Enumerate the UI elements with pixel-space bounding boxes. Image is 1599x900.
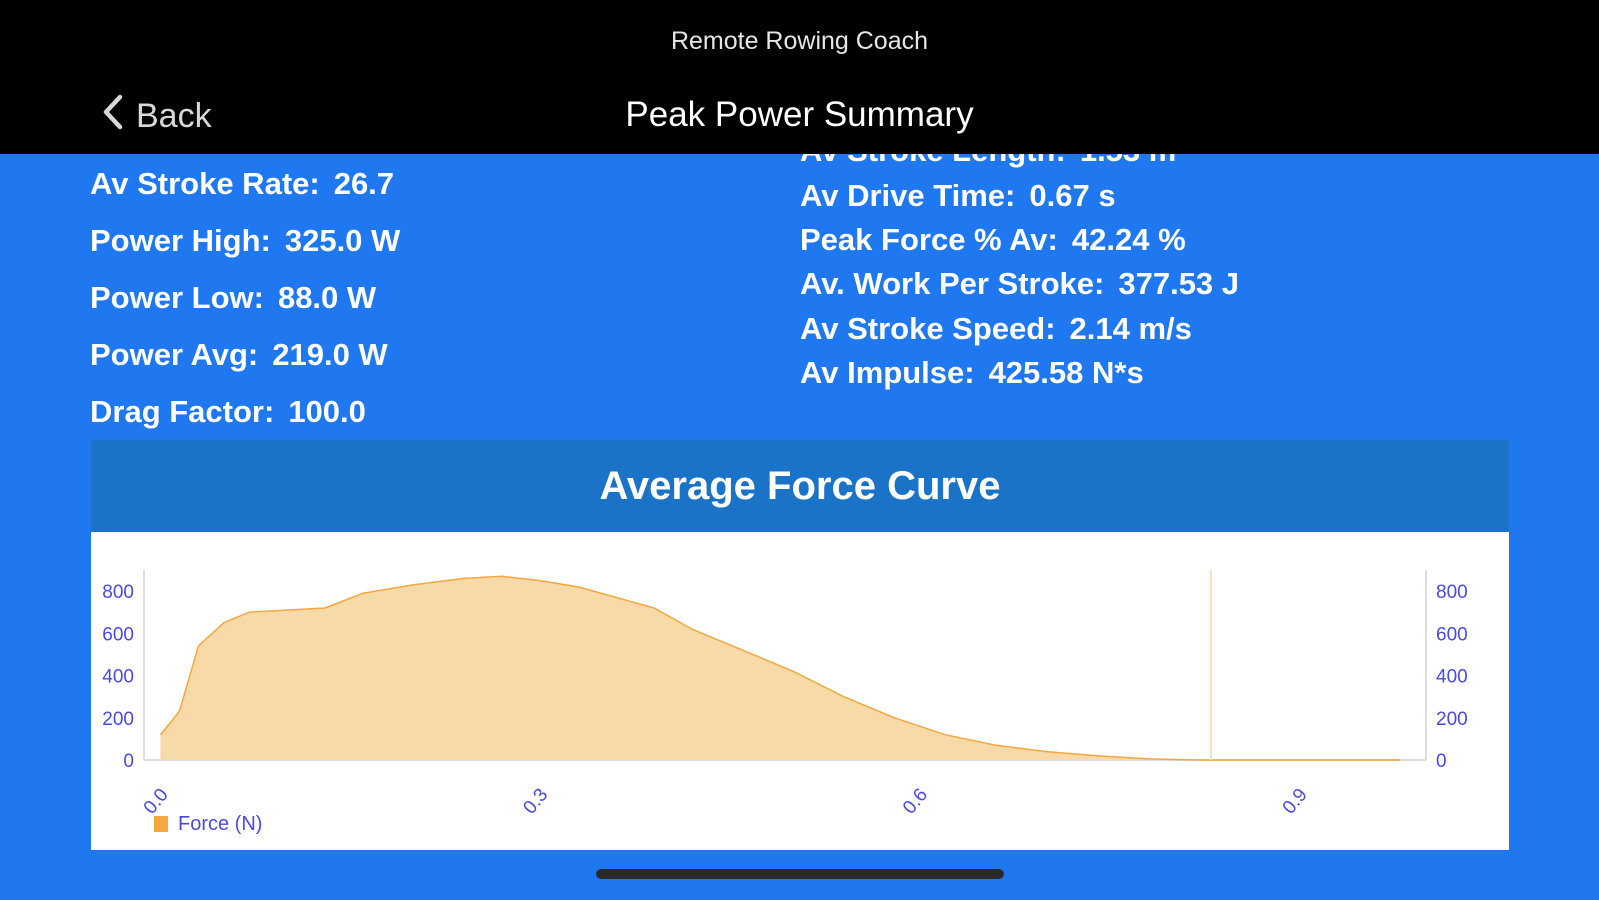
stat-label: Drag Factor: xyxy=(90,394,275,429)
stat-label: Peak Force % Av: xyxy=(800,222,1058,257)
stat-value: 2.14 m/s xyxy=(1069,311,1192,346)
chart-header: Average Force Curve xyxy=(91,440,1509,532)
y-tick-label-right: 400 xyxy=(1436,667,1468,688)
back-button[interactable]: Back xyxy=(100,94,212,138)
stat-value: 325.0 W xyxy=(284,223,401,258)
stat-av-impulse: Av Impulse: 425.58 N*s xyxy=(800,355,1144,391)
stat-peak-force-pct: Peak Force % Av: 42.24 % xyxy=(800,222,1186,258)
x-tick-label: 0.9 xyxy=(1279,785,1312,819)
stat-label: Av Impulse: xyxy=(800,355,975,390)
chart-canvas: 0 0 200 200 400 400 600 600 800 800 0.0 0.3 0.6 0.9 Fo… xyxy=(102,570,1468,835)
page-title: Peak Power Summary xyxy=(625,95,974,134)
stat-value: 42.24 % xyxy=(1071,222,1186,257)
stat-label: Av Stroke Length: xyxy=(800,154,1066,168)
stats-right-column: Av Stroke Length: 1.53 m Av Drive Time: 0.… xyxy=(800,154,1500,440)
stats-left-column: Av Stroke Rate: 26.7 Power High: 325.0 W P… xyxy=(90,154,770,440)
force-area xyxy=(160,576,1401,760)
force-curve-chart: 0 0 200 200 400 400 600 600 800 800 0.0 0.3 0.6 0.9 Fo… xyxy=(91,532,1509,850)
stat-label: Av Stroke Speed: xyxy=(800,311,1056,346)
stat-value: 26.7 xyxy=(333,166,395,201)
y-tick-label-right: 200 xyxy=(1436,709,1468,730)
y-tick-label-left: 800 xyxy=(102,582,134,603)
chart-title: Average Force Curve xyxy=(599,464,1001,508)
home-indicator xyxy=(596,869,1004,879)
stat-value: 1.53 m xyxy=(1080,154,1177,168)
back-label: Back xyxy=(136,96,212,135)
stat-value: 0.67 s xyxy=(1029,178,1116,213)
stat-drag-factor: Drag Factor: 100.0 xyxy=(90,394,366,430)
y-tick-label-left: 200 xyxy=(102,709,134,730)
stat-value: 377.53 J xyxy=(1118,266,1240,301)
stat-av-stroke-length: Av Stroke Length: 1.53 m xyxy=(800,154,1176,169)
stat-label: Av Stroke Rate: xyxy=(90,166,320,201)
stat-label: Av Drive Time: xyxy=(800,178,1016,213)
status-bar: Remote Rowing Coach xyxy=(0,0,1599,80)
stat-value: 425.58 N*s xyxy=(988,355,1144,390)
legend-swatch xyxy=(154,816,168,832)
stat-power-high: Power High: 325.0 W xyxy=(90,223,400,259)
stat-power-low: Power Low: 88.0 W xyxy=(90,280,376,316)
x-tick-label: 0.3 xyxy=(519,785,552,819)
app-title: Remote Rowing Coach xyxy=(670,27,929,55)
legend-label: Force (N) xyxy=(178,813,262,835)
stat-av-stroke-rate: Av Stroke Rate: 26.7 xyxy=(90,166,394,202)
stat-av-drive-time: Av Drive Time: 0.67 s xyxy=(800,178,1116,214)
stat-label: Power Avg: xyxy=(90,337,259,372)
x-tick-label: 0.6 xyxy=(899,785,932,819)
y-tick-label-left: 400 xyxy=(102,667,134,688)
chevron-left-icon xyxy=(100,93,126,140)
stat-label: Power High: xyxy=(90,223,271,258)
y-tick-label-left: 600 xyxy=(102,624,134,645)
stat-value: 219.0 W xyxy=(272,337,388,372)
stat-value: 88.0 W xyxy=(277,280,377,315)
navigation-bar: Back Peak Power Summary xyxy=(0,80,1599,154)
force-line xyxy=(159,575,1401,761)
stat-av-work-per-stroke: Av. Work Per Stroke: 377.53 J xyxy=(800,266,1239,302)
y-tick-label-right: 800 xyxy=(1436,582,1468,603)
stat-label: Power Low: xyxy=(90,280,264,315)
stat-power-avg: Power Avg: 219.0 W xyxy=(90,337,388,373)
stat-value: 100.0 xyxy=(288,394,366,429)
y-tick-label-right: 0 xyxy=(1436,751,1447,772)
y-tick-label-right: 600 xyxy=(1436,624,1468,645)
stat-av-stroke-speed: Av Stroke Speed: 2.14 m/s xyxy=(800,311,1192,347)
stat-label: Av. Work Per Stroke: xyxy=(800,266,1105,301)
y-tick-label-left: 0 xyxy=(123,751,134,772)
x-tick-label: 0.0 xyxy=(140,785,173,819)
